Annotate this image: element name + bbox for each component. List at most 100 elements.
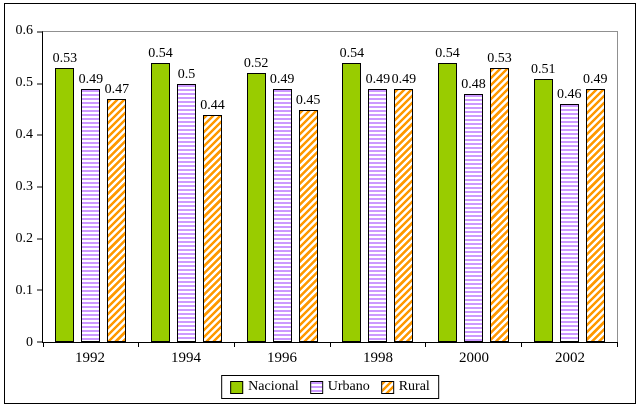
x-axis-labels: 1992 1994 1996 1998 2000 2002 xyxy=(42,351,618,366)
x-tick-mark xyxy=(233,342,235,347)
legend-swatch-urbano-icon xyxy=(309,380,323,394)
bar-value-label: 0.5 xyxy=(177,66,196,82)
bar-groups: 0.53 0.49 0.47 0.54 0.5 0.44 0.52 0.49 0.45 0.54 0… xyxy=(43,32,617,342)
bar-slot: 0.44 xyxy=(200,32,225,342)
x-tick-mark xyxy=(520,342,522,347)
bar-slot: 0.52 xyxy=(243,32,269,342)
bar-group-1996: 0.52 0.49 0.45 xyxy=(234,32,330,342)
legend-label-urbano: Urbano xyxy=(327,379,370,394)
x-category-label-1992: 1992 xyxy=(75,350,105,366)
bar-urbano-1994 xyxy=(177,83,196,342)
bar-value-label: 0.45 xyxy=(295,92,321,108)
bar-value-label: 0.51 xyxy=(530,61,556,77)
chart-frame: 0 0.1 0.2 0.3 0.4 0.5 0.6 0.53 0.49 0.47 0.54 0.5 0… xyxy=(4,3,636,404)
bar-value-label: 0.54 xyxy=(435,46,460,61)
bar-value-label: 0.49 xyxy=(582,71,608,87)
bar-value-label: 0.46 xyxy=(556,87,582,103)
legend: Nacional Urbano Rural xyxy=(221,375,439,399)
bar-slot: 0.49 xyxy=(269,32,295,342)
y-tick-mark xyxy=(37,341,43,343)
legend-item-nacional: Nacional xyxy=(230,380,299,394)
bar-rural-1996 xyxy=(298,109,318,342)
y-tick-mark xyxy=(37,31,43,33)
bar-nacional-1994 xyxy=(151,63,170,342)
bar-value-label: 0.48 xyxy=(461,77,486,92)
legend-item-rural: Rural xyxy=(380,379,430,394)
bar-value-label: 0.54 xyxy=(339,46,365,61)
bar-value-label: 0.49 xyxy=(391,71,417,87)
bar-value-label: 0.53 xyxy=(52,51,78,67)
y-tick-mark xyxy=(37,238,43,240)
bar-value-label: 0.49 xyxy=(78,71,104,87)
bar-slot: 0.48 xyxy=(461,32,486,342)
y-tick-label: 0.1 xyxy=(15,283,34,298)
x-category-label-2002: 2002 xyxy=(555,350,585,366)
bar-rural-1994 xyxy=(203,114,222,342)
y-tick-label: 0.5 xyxy=(15,75,34,90)
bar-value-label: 0.53 xyxy=(487,51,512,67)
bar-slot: 0.51 xyxy=(530,32,556,342)
bar-rural-2000 xyxy=(490,68,510,342)
y-tick-label: 0.2 xyxy=(15,231,34,246)
legend-label-nacional: Nacional xyxy=(248,379,299,394)
bar-urbano-2000 xyxy=(464,94,484,342)
bar-group-1992: 0.53 0.49 0.47 xyxy=(43,32,139,342)
x-tick-mark xyxy=(329,342,331,347)
x-tick-mark xyxy=(138,342,140,347)
x-tick-mark xyxy=(425,342,427,347)
bar-slot: 0.54 xyxy=(435,32,460,342)
bar-group-1998: 0.54 0.49 0.49 xyxy=(330,32,426,342)
bar-value-label: 0.54 xyxy=(148,46,173,61)
y-tick-mark xyxy=(37,134,43,136)
bar-nacional-2002 xyxy=(533,78,553,342)
bar-nacional-2000 xyxy=(438,63,458,342)
bar-urbano-1992 xyxy=(81,88,101,342)
bar-group-2002: 0.51 0.46 0.49 xyxy=(521,32,617,342)
bar-slot: 0.54 xyxy=(148,32,173,342)
bar-value-label: 0.49 xyxy=(365,71,391,87)
bar-slot: 0.49 xyxy=(79,32,103,342)
y-axis-labels: 0 0.1 0.2 0.3 0.4 0.5 0.6 xyxy=(5,24,36,350)
bar-group-1994: 0.54 0.5 0.44 xyxy=(139,32,235,342)
legend-swatch-nacional-icon xyxy=(230,380,244,394)
y-axis-ticks xyxy=(37,31,617,343)
bar-slot: 0.45 xyxy=(295,32,321,342)
x-tick-mark xyxy=(616,342,618,347)
x-axis-ticks xyxy=(42,32,618,347)
bar-value-label: 0.44 xyxy=(200,97,225,113)
bar-slot: 0.53 xyxy=(53,32,77,342)
y-tick-mark xyxy=(37,186,43,188)
bar-urbano-1998 xyxy=(368,88,388,342)
bar-rural-1992 xyxy=(107,99,127,342)
bar-slot: 0.46 xyxy=(556,32,582,342)
bar-value-label: 0.49 xyxy=(269,71,295,87)
bar-urbano-1996 xyxy=(272,88,292,342)
bar-slot: 0.5 xyxy=(177,32,196,342)
bar-group-2000: 0.54 0.48 0.53 xyxy=(426,32,522,342)
legend-label-rural: Rural xyxy=(398,379,430,394)
bar-slot: 0.54 xyxy=(340,32,364,342)
bar-rural-2002 xyxy=(585,88,605,342)
y-tick-label: 0.4 xyxy=(15,127,34,142)
y-tick-label: 0.3 xyxy=(15,179,34,194)
bar-urbano-2002 xyxy=(559,104,579,342)
y-tick-label: 0.6 xyxy=(15,23,34,38)
bar-slot: 0.53 xyxy=(487,32,512,342)
bar-nacional-1996 xyxy=(246,73,266,342)
legend-swatch-rural-icon xyxy=(380,380,394,394)
bar-nacional-1992 xyxy=(55,68,75,342)
y-tick-label: 0 xyxy=(26,335,33,350)
bar-nacional-1998 xyxy=(342,63,362,342)
bar-slot: 0.49 xyxy=(366,32,390,342)
bar-slot: 0.47 xyxy=(105,32,129,342)
x-category-label-2000: 2000 xyxy=(459,350,489,366)
x-category-label-1994: 1994 xyxy=(171,350,201,366)
x-category-label-1996: 1996 xyxy=(267,350,297,366)
legend-item-urbano: Urbano xyxy=(309,379,370,394)
bar-rural-1998 xyxy=(394,88,414,342)
y-tick-mark xyxy=(37,289,43,291)
x-category-label-1998: 1998 xyxy=(363,350,393,366)
bar-value-label: 0.52 xyxy=(243,56,269,72)
bar-slot: 0.49 xyxy=(582,32,608,342)
